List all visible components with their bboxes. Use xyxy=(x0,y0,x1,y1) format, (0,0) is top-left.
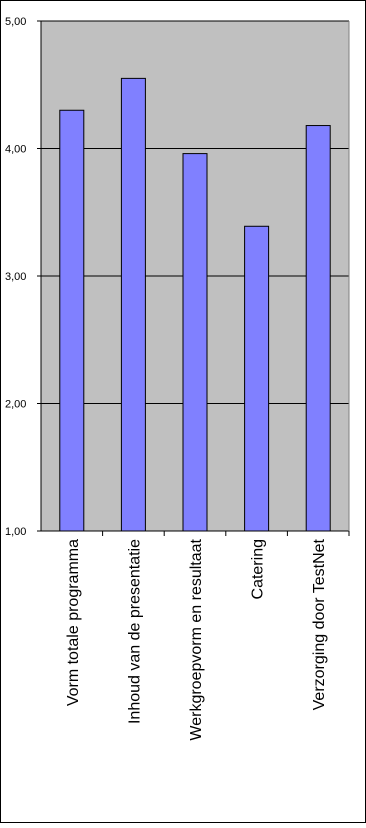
x-tick-label: Catering xyxy=(250,539,267,599)
bars xyxy=(59,77,331,532)
y-tick-label: 2,00 xyxy=(5,399,26,411)
y-tick-label: 4,00 xyxy=(5,144,26,156)
y-tick-label: 1,00 xyxy=(5,526,26,538)
y-tick-labels: 1,00 2,00 3,00 4,00 5,00 xyxy=(5,16,26,538)
bar xyxy=(182,153,208,532)
bar xyxy=(244,225,270,532)
bar xyxy=(305,125,331,532)
x-tick-labels: Vorm totale programma Inhoud van de prese… xyxy=(65,538,328,740)
x-tick-label: Vorm totale programma xyxy=(65,539,82,706)
y-tick-label: 3,00 xyxy=(5,271,26,283)
x-tick-label: Verzorging door TestNet xyxy=(311,538,328,710)
y-tick-label: 5,00 xyxy=(5,16,26,28)
bar xyxy=(59,109,85,532)
axes xyxy=(37,20,350,536)
x-tick-label: Inhoud van de presentatie xyxy=(126,539,143,724)
x-tick-label: Werkgroepvorm en resultaat xyxy=(188,538,205,740)
bar xyxy=(120,77,146,532)
